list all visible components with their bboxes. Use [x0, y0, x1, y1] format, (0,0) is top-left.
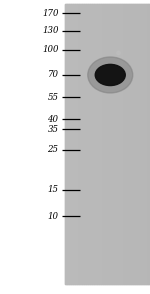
Bar	[92, 4, 94, 284]
Bar	[129, 4, 131, 284]
Bar	[77, 4, 80, 284]
Ellipse shape	[117, 51, 120, 55]
Text: 70: 70	[48, 71, 58, 79]
Bar	[137, 4, 139, 284]
Text: 100: 100	[42, 46, 58, 54]
Bar	[64, 4, 150, 284]
Text: 170: 170	[42, 9, 58, 18]
Bar	[112, 4, 114, 284]
Bar	[84, 4, 86, 284]
Bar	[107, 4, 109, 284]
Bar	[64, 4, 67, 284]
Bar	[97, 4, 99, 284]
Bar	[99, 4, 101, 284]
Bar	[114, 4, 116, 284]
Bar	[120, 4, 122, 284]
Bar	[90, 4, 92, 284]
Bar	[94, 4, 97, 284]
Text: 55: 55	[48, 93, 58, 101]
Bar	[146, 4, 148, 284]
Bar	[131, 4, 133, 284]
Bar	[118, 4, 120, 284]
Text: 10: 10	[48, 212, 58, 220]
Bar	[75, 4, 77, 284]
Bar	[86, 4, 88, 284]
Bar	[116, 4, 118, 284]
Bar	[73, 4, 75, 284]
Bar	[103, 4, 105, 284]
Ellipse shape	[88, 57, 133, 93]
Text: 130: 130	[42, 26, 58, 35]
Bar	[126, 4, 129, 284]
Bar	[80, 4, 82, 284]
Bar	[122, 4, 124, 284]
Text: 15: 15	[48, 185, 58, 194]
Bar	[105, 4, 107, 284]
Bar	[135, 4, 137, 284]
Bar	[67, 4, 69, 284]
Bar	[69, 4, 71, 284]
Text: 25: 25	[48, 146, 58, 154]
Bar	[109, 4, 112, 284]
Bar	[82, 4, 84, 284]
Text: 35: 35	[48, 125, 58, 134]
Bar	[148, 4, 150, 284]
Text: 40: 40	[48, 115, 58, 123]
Bar	[101, 4, 103, 284]
Bar	[124, 4, 126, 284]
Bar	[141, 4, 144, 284]
Bar	[144, 4, 146, 284]
Bar	[71, 4, 73, 284]
Ellipse shape	[95, 64, 125, 86]
Bar	[88, 4, 90, 284]
Bar	[133, 4, 135, 284]
Bar	[139, 4, 141, 284]
